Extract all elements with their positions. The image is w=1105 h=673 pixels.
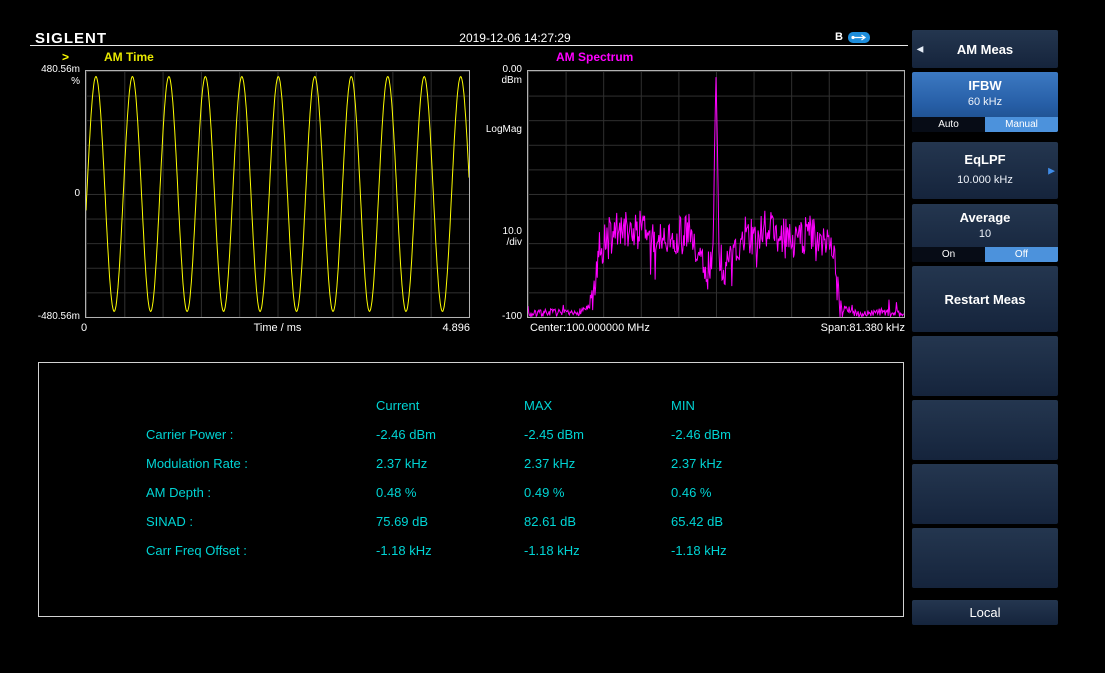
instrument-screen: SIGLENT 2019-12-06 14:27:29 B > AM Time … xyxy=(0,0,1105,673)
menu-back-icon: ◀ xyxy=(917,45,923,54)
average-off-option[interactable]: Off xyxy=(985,247,1058,262)
row-label: SINAD : xyxy=(146,507,376,536)
status-icons: B xyxy=(835,31,870,43)
row-value: 2.37 kHz xyxy=(524,449,671,478)
row-value: 0.48 % xyxy=(376,478,524,507)
eqlpf-label: EqLPF xyxy=(912,152,1058,167)
status-bar: SIGLENT 2019-12-06 14:27:29 B xyxy=(30,30,908,46)
spectrum-per-div-label: 10.0 xyxy=(478,226,522,237)
spectrum-per-div-unit-label: /div xyxy=(478,237,522,248)
row-value: 65.42 dB xyxy=(671,507,841,536)
row-value: -1.18 kHz xyxy=(376,536,524,565)
b-indicator-icon: B xyxy=(835,31,843,43)
time-y-max-label: 480.56m xyxy=(30,64,80,75)
results-corner-cell xyxy=(146,391,376,420)
softkey-empty-1 xyxy=(912,336,1058,396)
col-header-min: MIN xyxy=(671,391,841,420)
average-on-option[interactable]: On xyxy=(912,247,985,262)
spectrum-y-min-label: -100 xyxy=(478,311,522,322)
submenu-arrow-icon: ▶ xyxy=(1048,165,1055,176)
row-value: 0.46 % xyxy=(671,478,841,507)
row-value: 75.69 dB xyxy=(376,507,524,536)
softkey-menu: ◀ AM Meas IFBW 60 kHz Auto Manual EqLPF … xyxy=(912,30,1058,625)
average-label: Average xyxy=(912,210,1058,225)
row-label: Carr Freq Offset : xyxy=(146,536,376,565)
am-time-waveform xyxy=(86,71,469,317)
local-label: Local xyxy=(969,605,1000,620)
usb-icon xyxy=(848,32,870,43)
softkey-empty-4 xyxy=(912,528,1058,588)
spectrum-ref-unit-label: dBm xyxy=(478,75,522,86)
ifbw-mode-toggle: Auto Manual xyxy=(912,117,1058,132)
main-display: SIGLENT 2019-12-06 14:27:29 B > AM Time … xyxy=(30,30,908,625)
am-spectrum-plot xyxy=(527,70,905,318)
am-spectrum-trace xyxy=(528,71,904,317)
menu-title-label: AM Meas xyxy=(957,42,1013,57)
col-header-max: MAX xyxy=(524,391,671,420)
ifbw-label: IFBW xyxy=(912,78,1058,93)
active-trace-marker: > xyxy=(62,50,69,64)
row-value: 0.49 % xyxy=(524,478,671,507)
row-value: 2.37 kHz xyxy=(376,449,524,478)
restart-meas-label: Restart Meas xyxy=(945,292,1026,307)
row-value: 82.61 dB xyxy=(524,507,671,536)
softkey-eqlpf[interactable]: EqLPF 10.000 kHz ▶ xyxy=(912,142,1058,199)
softkey-restart-meas[interactable]: Restart Meas xyxy=(912,266,1058,332)
time-y-unit-label: % xyxy=(30,76,80,87)
row-value: -1.18 kHz xyxy=(671,536,841,565)
spectrum-span-label: Span:81.380 kHz xyxy=(527,322,905,334)
spectrum-chart-title: AM Spectrum xyxy=(556,50,633,64)
softkey-empty-2 xyxy=(912,400,1058,460)
menu-title[interactable]: ◀ AM Meas xyxy=(912,30,1058,68)
average-value: 10 xyxy=(912,228,1058,240)
row-value: -2.46 dBm xyxy=(376,420,524,449)
brand-logo: SIGLENT xyxy=(35,30,107,47)
row-value: -1.18 kHz xyxy=(524,536,671,565)
row-value: -2.46 dBm xyxy=(671,420,841,449)
time-x-max-label: 4.896 xyxy=(85,322,470,334)
spectrum-scale-type-label: LogMag xyxy=(478,124,522,135)
row-label: AM Depth : xyxy=(146,478,376,507)
softkey-ifbw[interactable]: IFBW 60 kHz Auto Manual xyxy=(912,72,1058,132)
eqlpf-value: 10.000 kHz xyxy=(912,174,1058,186)
row-label: Carrier Power : xyxy=(146,420,376,449)
col-header-current: Current xyxy=(376,391,524,420)
ifbw-manual-option[interactable]: Manual xyxy=(985,117,1058,132)
local-button[interactable]: Local xyxy=(912,600,1058,625)
spectrum-ref-level-label: 0.00 xyxy=(478,64,522,75)
row-value: 2.37 kHz xyxy=(671,449,841,478)
average-state-toggle: On Off xyxy=(912,247,1058,262)
softkey-average[interactable]: Average 10 On Off xyxy=(912,204,1058,262)
time-y-min-label: -480.56m xyxy=(30,311,80,322)
time-y-mid-label: 0 xyxy=(30,188,80,199)
results-panel: Current MAX MIN Carrier Power : -2.46 dB… xyxy=(38,362,904,617)
ifbw-auto-option[interactable]: Auto xyxy=(912,117,985,132)
ifbw-value: 60 kHz xyxy=(912,96,1058,108)
time-chart-title: AM Time xyxy=(104,50,154,64)
row-label: Modulation Rate : xyxy=(146,449,376,478)
am-time-plot xyxy=(85,70,470,318)
results-table: Current MAX MIN Carrier Power : -2.46 dB… xyxy=(146,391,841,565)
row-value: -2.45 dBm xyxy=(524,420,671,449)
softkey-empty-3 xyxy=(912,464,1058,524)
clock: 2019-12-06 14:27:29 xyxy=(459,31,570,45)
